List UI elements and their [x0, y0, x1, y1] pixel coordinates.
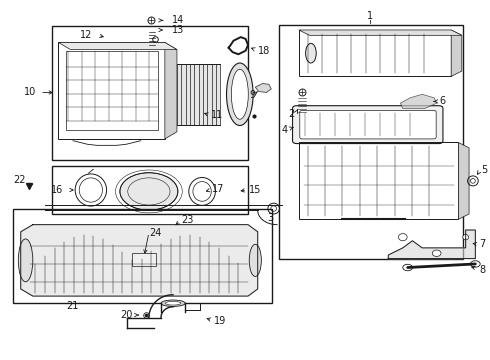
Text: 20: 20	[121, 310, 133, 320]
Text: 23: 23	[181, 215, 194, 225]
Bar	[279, 24, 463, 258]
Ellipse shape	[398, 234, 407, 241]
Bar	[58, 42, 165, 139]
Ellipse shape	[18, 239, 33, 282]
Polygon shape	[451, 30, 462, 76]
Ellipse shape	[306, 43, 316, 63]
FancyBboxPatch shape	[293, 106, 443, 144]
Ellipse shape	[463, 234, 468, 240]
Ellipse shape	[403, 264, 413, 271]
Polygon shape	[400, 94, 437, 109]
Text: 24: 24	[149, 228, 161, 238]
Text: 3: 3	[267, 213, 273, 223]
Text: 21: 21	[66, 301, 79, 311]
Bar	[52, 26, 248, 160]
Text: 1: 1	[367, 12, 373, 21]
Polygon shape	[58, 42, 177, 50]
Bar	[177, 64, 220, 125]
Text: 14: 14	[172, 15, 184, 25]
Ellipse shape	[226, 63, 253, 126]
Text: 15: 15	[249, 185, 261, 195]
Polygon shape	[21, 225, 258, 296]
Text: 12: 12	[80, 30, 92, 40]
Text: 18: 18	[258, 46, 270, 56]
Ellipse shape	[165, 301, 181, 305]
Ellipse shape	[231, 69, 248, 119]
Text: 6: 6	[439, 96, 445, 107]
Polygon shape	[165, 42, 177, 139]
Text: 19: 19	[214, 316, 226, 326]
Text: 7: 7	[479, 239, 486, 249]
Text: 5: 5	[482, 165, 488, 175]
Polygon shape	[459, 143, 469, 219]
Ellipse shape	[120, 173, 178, 210]
Text: 11: 11	[211, 110, 223, 120]
Ellipse shape	[249, 244, 261, 276]
Text: 17: 17	[212, 184, 224, 194]
Ellipse shape	[432, 250, 441, 256]
Text: 8: 8	[479, 265, 485, 275]
Bar	[299, 143, 459, 219]
Bar	[14, 208, 272, 303]
Bar	[132, 253, 156, 266]
Ellipse shape	[161, 300, 185, 306]
Text: 9: 9	[250, 90, 256, 100]
Text: 13: 13	[172, 25, 184, 35]
FancyBboxPatch shape	[300, 111, 436, 139]
Text: 2: 2	[289, 109, 295, 119]
Bar	[299, 30, 451, 76]
Text: 4: 4	[282, 125, 288, 135]
Polygon shape	[255, 84, 271, 93]
Bar	[52, 166, 248, 214]
Bar	[66, 51, 158, 130]
Polygon shape	[388, 230, 475, 258]
Polygon shape	[299, 30, 462, 35]
Ellipse shape	[470, 261, 480, 267]
Text: 10: 10	[24, 87, 37, 98]
Text: 22: 22	[14, 175, 26, 185]
Text: 16: 16	[50, 185, 63, 195]
